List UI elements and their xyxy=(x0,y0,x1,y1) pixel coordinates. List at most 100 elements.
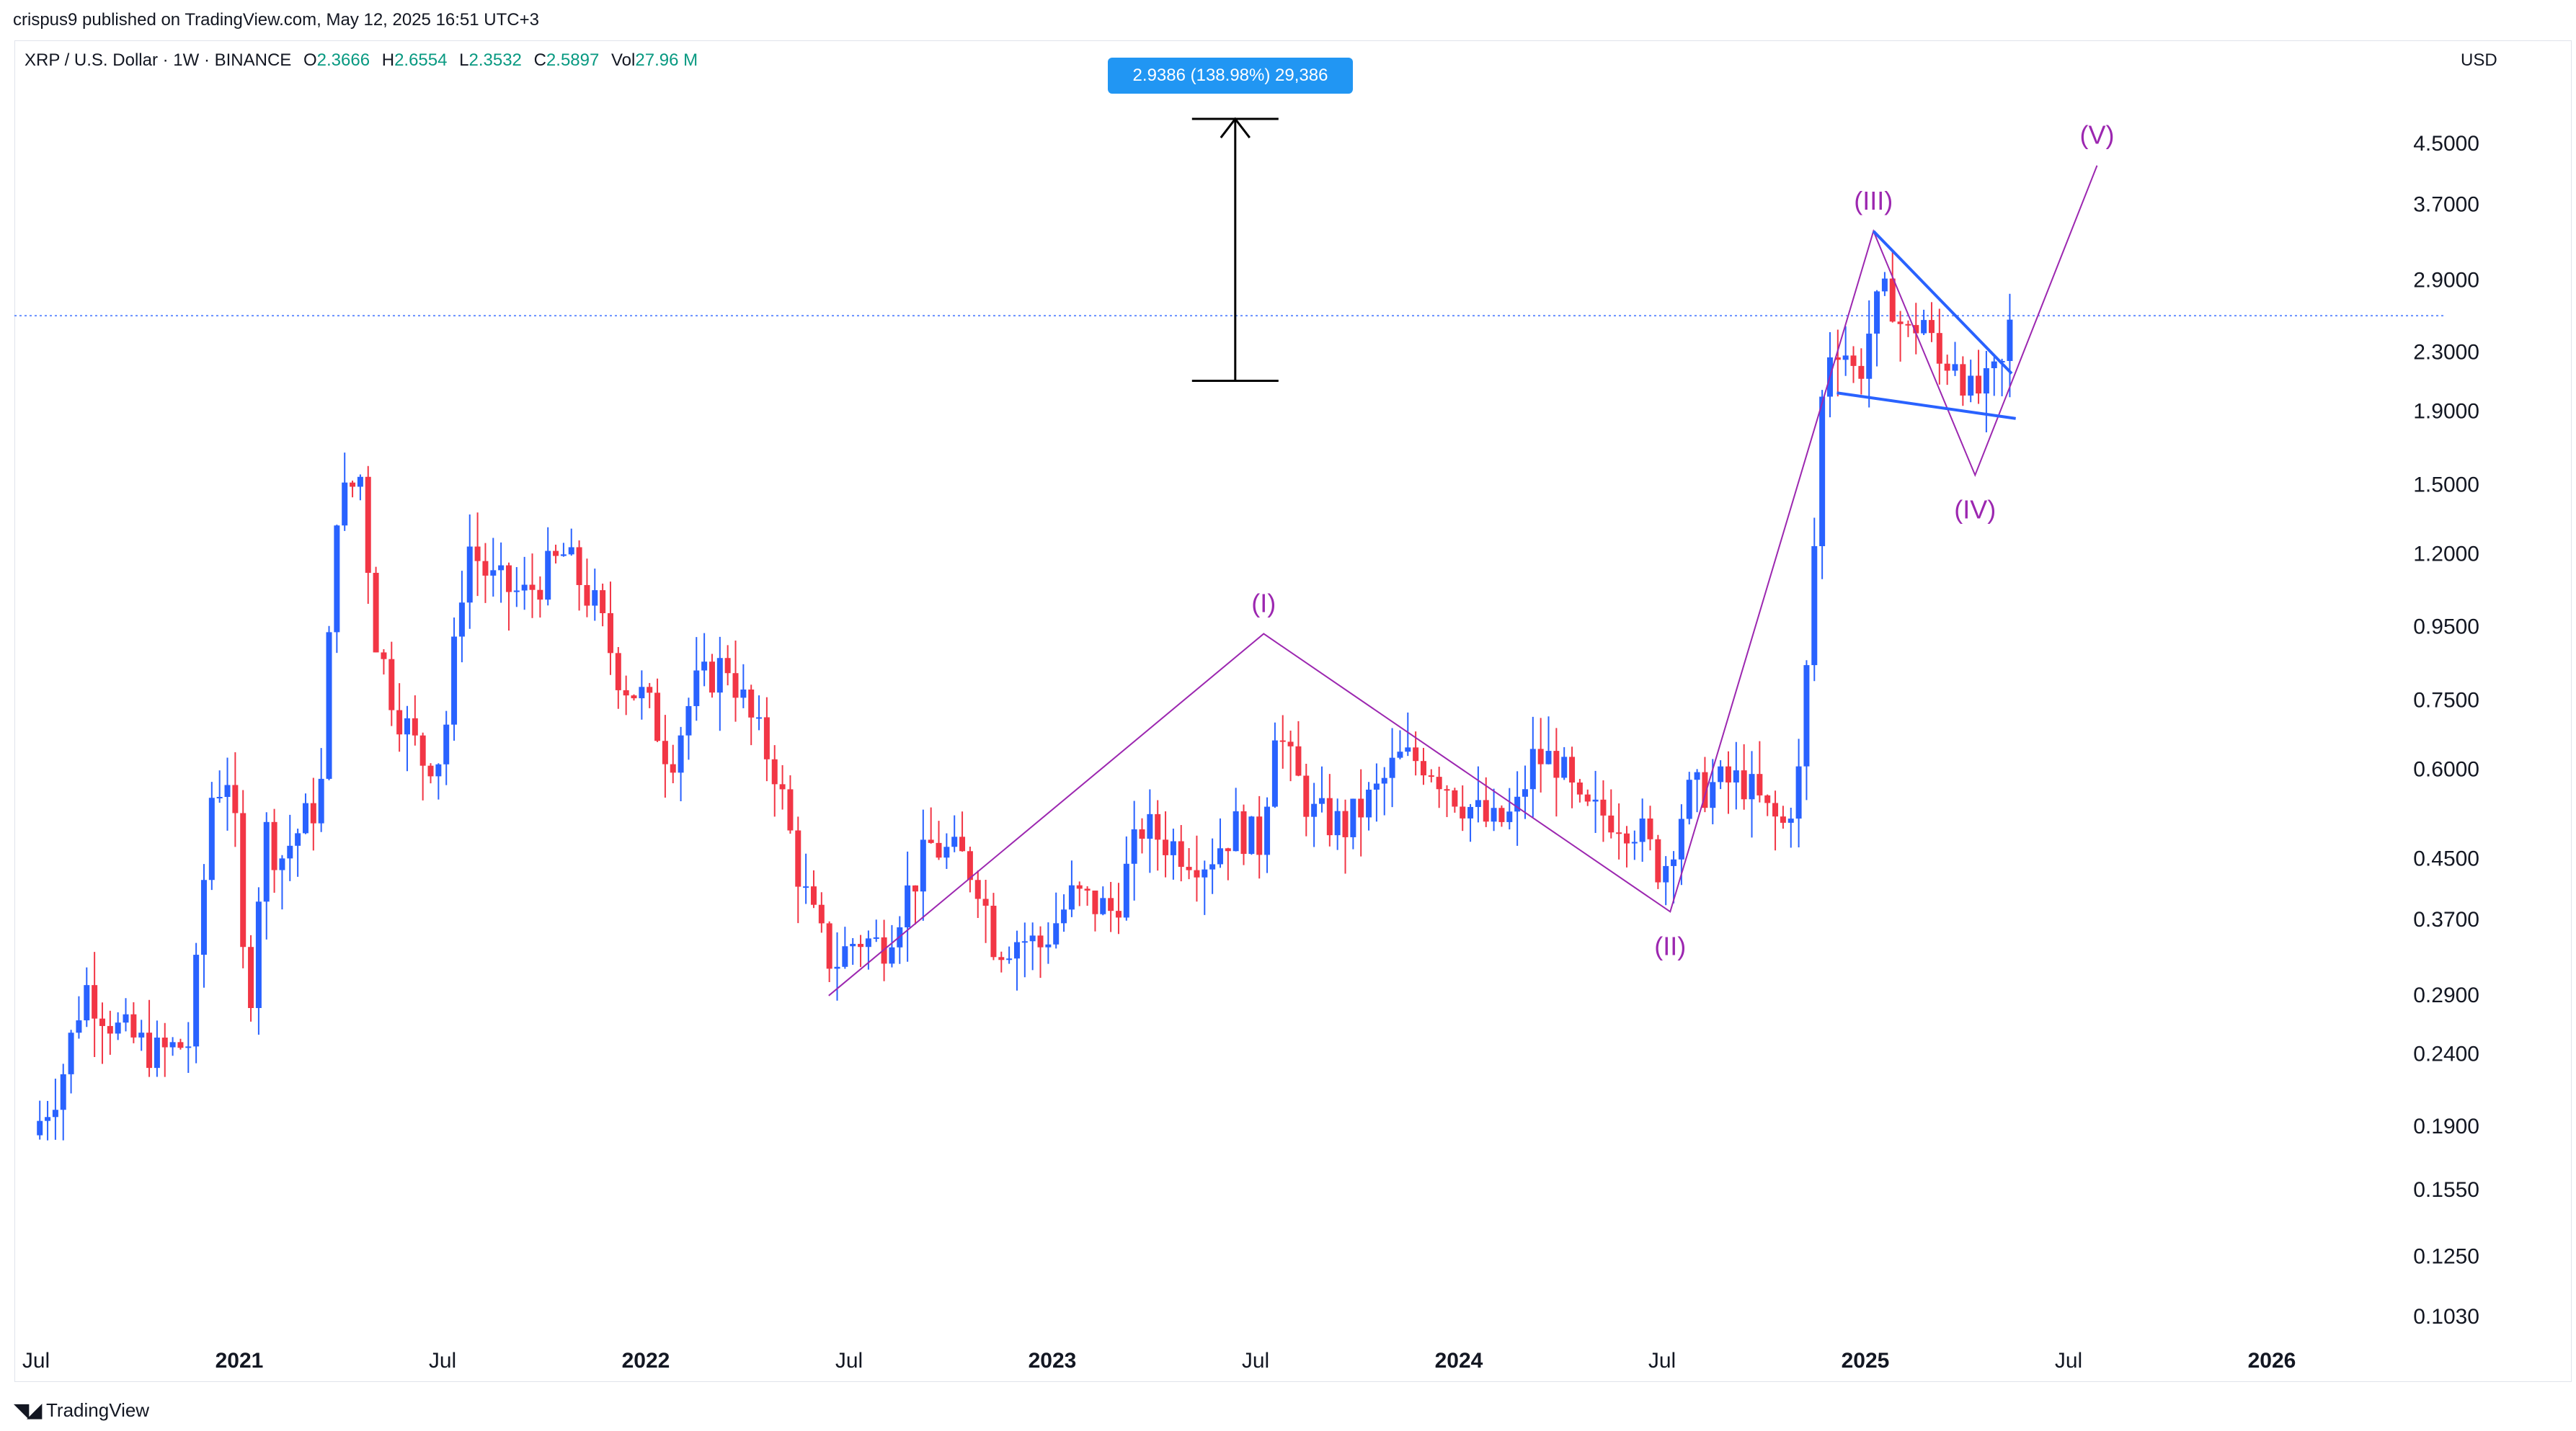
candle-body xyxy=(1006,958,1013,960)
low-value: 2.3532 xyxy=(468,50,522,70)
candle-body xyxy=(1623,833,1630,844)
y-tick-label: 2.9000 xyxy=(2413,268,2479,292)
candle-body xyxy=(795,830,801,887)
close-label: C xyxy=(533,50,546,70)
candle-body xyxy=(318,778,324,824)
wave-label: (II) xyxy=(1654,931,1686,960)
measure-tooltip: 2.9386 (138.98%) 29,386 xyxy=(1108,58,1353,94)
candle-body xyxy=(1037,935,1044,948)
candle-body xyxy=(1155,813,1161,840)
candle-body xyxy=(1522,789,1528,797)
candle-body xyxy=(130,1014,137,1038)
candle-body xyxy=(1529,749,1536,790)
candle-body xyxy=(1373,783,1380,790)
candle-body xyxy=(842,946,848,967)
candle-body xyxy=(1631,842,1638,844)
y-tick-label: 1.9000 xyxy=(2413,400,2479,424)
candle-body xyxy=(232,785,239,813)
candle-body xyxy=(1186,867,1192,870)
candle-body xyxy=(388,659,395,710)
candle-body xyxy=(858,943,864,948)
symbol-legend: XRP / U.S. Dollar · 1W · BINANCE O2.3666… xyxy=(25,50,698,71)
candle-body xyxy=(381,652,387,659)
candle-body xyxy=(1436,777,1442,790)
candle-body xyxy=(287,845,293,859)
candle-body xyxy=(1702,772,1708,808)
candle-body xyxy=(670,764,676,773)
candle-body xyxy=(865,938,871,948)
candle-body xyxy=(1874,291,1880,334)
candle-body xyxy=(779,784,786,790)
candle-body xyxy=(115,1022,121,1034)
candle-body xyxy=(1921,320,1927,334)
candle-body xyxy=(1514,796,1521,812)
candle-body xyxy=(365,476,371,574)
candle-body xyxy=(1295,746,1302,776)
candle-body xyxy=(1787,819,1794,823)
y-tick-label: 0.1250 xyxy=(2413,1245,2479,1269)
candle-body xyxy=(1100,898,1106,914)
candle-body xyxy=(1834,357,1841,360)
publication-bar: crispus9 published on TradingView.com, M… xyxy=(0,0,2576,43)
candle-body xyxy=(513,590,520,592)
candle-body xyxy=(1772,803,1779,817)
candle-body xyxy=(889,947,895,964)
candle-body xyxy=(607,612,613,654)
candle-body xyxy=(240,813,247,948)
candle-body xyxy=(1311,803,1318,817)
candle-body xyxy=(1092,890,1098,914)
candle-body xyxy=(1108,898,1114,911)
candle-body xyxy=(185,1046,192,1048)
volume-label: Vol xyxy=(611,50,636,70)
candle-body xyxy=(1686,780,1692,819)
candle-body xyxy=(912,885,918,892)
y-tick-label: 0.7500 xyxy=(2413,688,2479,712)
candle-body xyxy=(1240,811,1247,855)
candle-body xyxy=(1819,396,1826,546)
candle-body xyxy=(982,899,989,906)
high-value: 2.6554 xyxy=(394,50,448,70)
y-tick-label: 4.5000 xyxy=(2413,132,2479,156)
candle-body xyxy=(1811,545,1818,666)
candle-body xyxy=(592,590,598,606)
y-tick-label: 0.1900 xyxy=(2413,1115,2479,1138)
published-info: crispus9 published on TradingView.com, M… xyxy=(13,10,539,30)
candle-body xyxy=(1147,813,1153,839)
candle-body xyxy=(1616,832,1622,834)
candle-body xyxy=(1397,752,1403,758)
candle-body xyxy=(1553,751,1560,778)
currency-label[interactable]: USD xyxy=(2461,50,2497,70)
candle-body xyxy=(553,550,559,556)
candle-body xyxy=(1576,783,1583,795)
y-tick-label: 0.6000 xyxy=(2413,757,2479,781)
candle-body xyxy=(623,690,629,696)
candle-body xyxy=(920,839,926,892)
candle-body xyxy=(1334,811,1341,836)
candle-body xyxy=(1405,747,1411,752)
symbol-title[interactable]: XRP / U.S. Dollar · 1W · BINANCE xyxy=(25,50,292,70)
candle-body xyxy=(936,842,942,858)
candle-body xyxy=(1131,829,1137,864)
candle-body xyxy=(1358,798,1364,818)
candle-body xyxy=(1671,859,1677,866)
candle-body xyxy=(1233,811,1239,852)
candle-body xyxy=(1694,772,1700,780)
candle-body xyxy=(662,741,668,764)
candle-body xyxy=(419,735,426,766)
candle-body xyxy=(732,673,739,698)
candle-body xyxy=(1913,325,1919,334)
candle-body xyxy=(873,937,879,939)
tradingview-logo-text: TradingView xyxy=(46,1399,150,1421)
candle-body xyxy=(123,1014,129,1023)
candle-body xyxy=(1163,839,1169,855)
y-tick-label: 2.3000 xyxy=(2413,340,2479,364)
elliott-wave-line xyxy=(828,165,2098,997)
candle-body xyxy=(1733,770,1739,783)
candle-body xyxy=(302,803,308,834)
candle-body xyxy=(1287,741,1294,746)
candle-body xyxy=(92,985,98,1019)
candle-body xyxy=(1968,375,1974,396)
candle-body xyxy=(600,590,606,613)
candle-body xyxy=(1584,794,1591,802)
